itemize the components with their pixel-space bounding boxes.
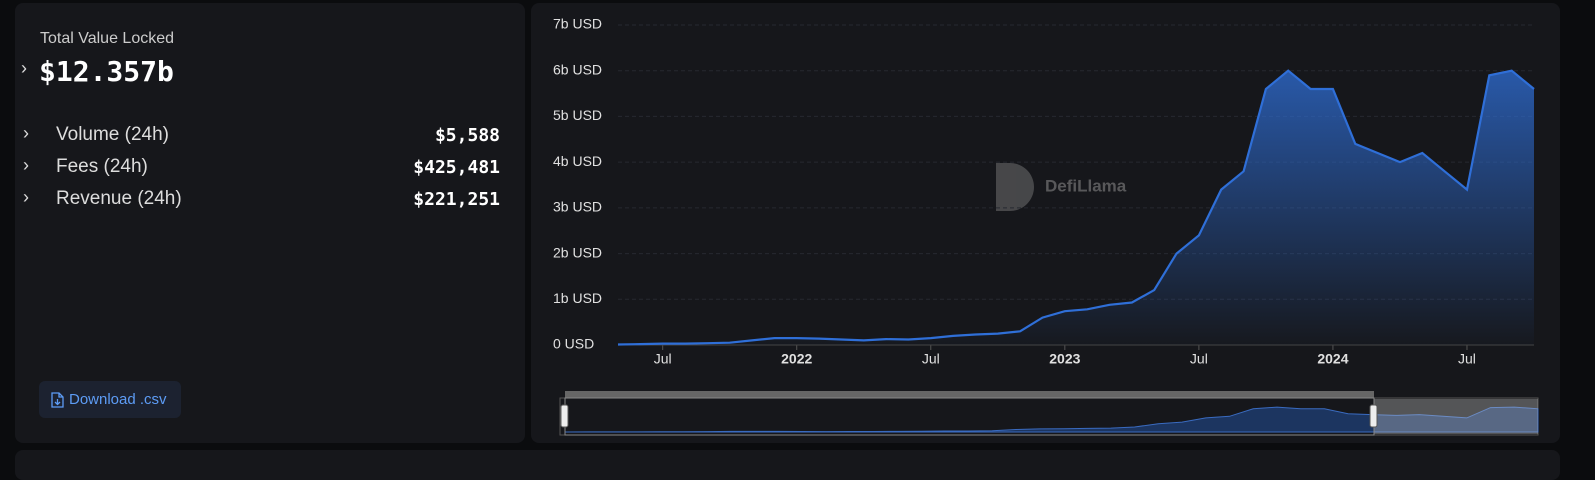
- x-tick-label: Jul: [922, 351, 940, 367]
- stat-label: Volume (24h): [56, 124, 170, 145]
- y-tick-label: 3b USD: [553, 199, 602, 215]
- stat-value: $5,588: [434, 125, 500, 146]
- x-tick-label: 2022: [781, 351, 812, 367]
- tvl-value: $12.357b: [39, 55, 174, 88]
- tvl-line: [617, 69, 1535, 346]
- y-tick-label: 6b USD: [553, 61, 602, 77]
- watermark-text: DefiLlama: [1045, 176, 1127, 195]
- brush-handle-right[interactable]: [1369, 404, 1378, 428]
- chart: DefiLlama 0 USD 1b USD 2b USD 3b USD 4b USD 5…: [553, 16, 1539, 436]
- stat-label: Revenue (24h): [56, 188, 182, 209]
- y-tick-label: 4b USD: [553, 153, 602, 169]
- brush-bar: [565, 391, 1374, 398]
- expand-icon[interactable]: ›: [23, 123, 29, 143]
- stat-value: $221,251: [413, 189, 500, 210]
- download-button[interactable]: Download .csv: [39, 381, 181, 418]
- x-tick-label: Jul: [654, 351, 672, 367]
- y-tick-label: 0 USD: [553, 336, 594, 352]
- y-tick-label: 1b USD: [553, 290, 602, 306]
- chart-panel: DefiLlama 0 USD 1b USD 2b USD 3b USD 4b USD 5…: [531, 3, 1560, 443]
- y-tick-label: 2b USD: [553, 244, 602, 260]
- brush-area: [564, 406, 1539, 433]
- area-fill: [618, 70, 1534, 345]
- x-tick-label: 2023: [1049, 351, 1080, 367]
- brush-unselected: [1374, 399, 1538, 434]
- y-tick-label: 5b USD: [553, 107, 602, 123]
- expand-icon[interactable]: ›: [23, 187, 29, 207]
- brush-handle-left[interactable]: [560, 404, 569, 428]
- stats-panel: Total Value Locked › $12.357b › Volume (2…: [15, 3, 525, 443]
- page: Total Value Locked › $12.357b › Volume (2…: [15, 3, 1560, 480]
- x-tick-label: Jul: [1190, 351, 1208, 367]
- expand-icon[interactable]: ›: [23, 155, 29, 175]
- expand-icon[interactable]: ›: [21, 58, 27, 78]
- x-tick-label: Jul: [1458, 351, 1476, 367]
- x-tick-label: 2024: [1317, 351, 1348, 367]
- stat-value: $425,481: [413, 157, 500, 178]
- tvl-label: Total Value Locked: [40, 30, 175, 47]
- watermark: DefiLlama: [996, 163, 1127, 211]
- y-tick-label: 7b USD: [553, 16, 602, 32]
- stat-label: Fees (24h): [56, 156, 148, 177]
- file-icon: [51, 392, 64, 408]
- download-label: Download .csv: [69, 391, 167, 408]
- next-panel: [15, 450, 1560, 480]
